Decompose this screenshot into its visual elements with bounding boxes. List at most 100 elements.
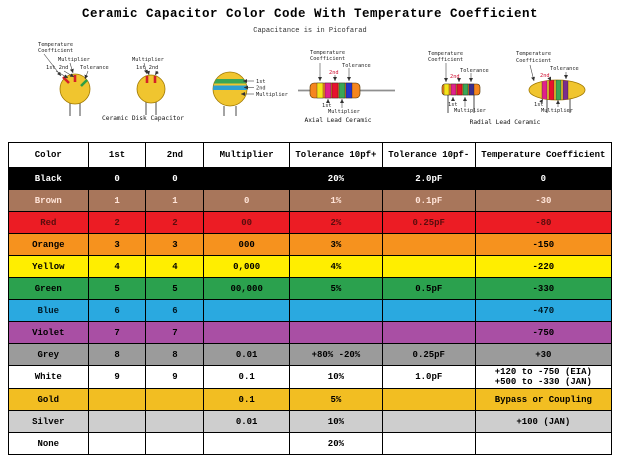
temp-coeff-label: Temperature [310, 50, 345, 56]
leader-line [55, 70, 69, 79]
tolerance-band [80, 79, 88, 87]
tolerance-label: Tolerance [460, 68, 489, 74]
second-digit-band [331, 82, 339, 99]
cell-tolerance-over-10pf: 10% [288, 410, 383, 433]
table-row-red: Red 2 2 00 2% 0.25pF -80 [8, 211, 613, 234]
table-header-row: Color 1st 2nd Multiplier Tolerance 10pf+… [8, 142, 613, 168]
temp-coeff-label: Temperature [516, 51, 551, 57]
first-digit-band [450, 83, 457, 96]
disk-caption: Ceramic Disk Capacitor [102, 115, 184, 122]
cell-multiplier: 0.1 [203, 365, 290, 389]
first-label: 1st [256, 79, 266, 85]
tolerance-label: Tolerance [80, 65, 109, 71]
cell-multiplier: 0 [203, 189, 290, 212]
cell-second-digit: 8 [145, 343, 205, 366]
multiplier-label: Multiplier [454, 108, 486, 114]
cell-first-digit: 2 [87, 211, 147, 234]
leader-line [154, 70, 159, 76]
col-header-multiplier: Multiplier [203, 142, 290, 168]
col-header-temperature-coefficient: Temperature Coefficient [474, 142, 613, 168]
digits-label: 1st 2nd [136, 65, 158, 71]
second-digit-band [213, 85, 247, 90]
table-row-yellow: Yellow 4 4 0,000 4% -220 [8, 255, 613, 278]
cell-color: Red [8, 211, 89, 234]
cell-tolerance-over-10pf: 1% [288, 189, 383, 212]
cell-color: Black [8, 167, 89, 190]
temp-coeff-band [316, 82, 324, 99]
table-row-orange: Orange 3 3 000 3% -150 [8, 233, 613, 256]
cell-multiplier: 00,000 [203, 277, 290, 300]
cell-second-digit: 7 [145, 321, 205, 344]
leader-line [69, 62, 74, 74]
cell-first-digit: 4 [87, 255, 147, 278]
cell-tolerance-over-10pf: +80% -20% [288, 343, 383, 366]
col-header-tolerance-under-10pf: Tolerance 10pf- [381, 142, 476, 168]
leader-line [63, 70, 75, 78]
cell-color: Brown [8, 189, 89, 212]
tolerance-label: Tolerance [550, 66, 579, 72]
leader-line [529, 64, 535, 82]
multiplier-label: Multiplier [58, 57, 90, 63]
cell-tolerance-under-10pf: 0.25pF [381, 343, 476, 366]
cell-tolerance-over-10pf: 10% [288, 365, 383, 389]
cell-multiplier: 0.01 [203, 343, 290, 366]
leader-line [547, 76, 552, 82]
cell-tolerance-under-10pf [381, 233, 476, 256]
page-title: Ceramic Capacitor Color Code With Temper… [81, 7, 539, 21]
cell-temperature-coefficient [474, 432, 613, 455]
second-digit-band [456, 83, 463, 96]
cell-second-digit: 9 [145, 365, 205, 389]
cell-tolerance-under-10pf: 0.1pF [381, 189, 476, 212]
cell-second-digit [145, 432, 205, 455]
cell-first-digit: 0 [87, 167, 147, 190]
leader-line [539, 98, 544, 104]
multiplier-label: Multiplier [541, 108, 573, 114]
temp-coeff-label: Temperature [38, 42, 73, 48]
diagram-ceramic-disk-striped: 1st 2nd Multiplier [212, 71, 288, 116]
cell-color: Silver [8, 410, 89, 433]
cell-temperature-coefficient: Bypass or Coupling [474, 388, 613, 411]
temp-coeff-label: Coefficient [428, 57, 463, 63]
second-label: 2nd [256, 86, 266, 92]
multiplier-band [338, 82, 346, 99]
cell-temperature-coefficient: -470 [474, 299, 613, 322]
cell-first-digit [87, 410, 147, 433]
cell-second-digit: 1 [145, 189, 205, 212]
cell-second-digit [145, 388, 205, 411]
cell-tolerance-over-10pf: 4% [288, 255, 383, 278]
cell-color: Violet [8, 321, 89, 344]
multiplier-label: Multiplier [132, 57, 164, 63]
cell-temperature-coefficient: -80 [474, 211, 613, 234]
temp-coeff-label: Coefficient [38, 48, 73, 54]
table-row-grey: Grey 8 8 0.01 +80% -20% 0.25pF +30 [8, 343, 613, 366]
cell-tolerance-under-10pf [381, 321, 476, 344]
cell-temperature-coefficient: -150 [474, 233, 613, 256]
first-label: 1st [534, 102, 544, 108]
tolerance-band [468, 83, 475, 96]
cell-multiplier [203, 299, 290, 322]
cell-temperature-coefficient: -750 [474, 321, 613, 344]
cell-first-digit: 9 [87, 365, 147, 389]
cell-tolerance-under-10pf: 0.5pF [381, 277, 476, 300]
cell-tolerance-under-10pf [381, 388, 476, 411]
cell-color: Grey [8, 343, 89, 366]
temp-coeff-band [62, 76, 70, 84]
cell-tolerance-over-10pf [288, 299, 383, 322]
second-label: 2nd [450, 74, 460, 80]
cell-tolerance-under-10pf [381, 255, 476, 278]
cell-color: Green [8, 277, 89, 300]
cell-multiplier: 0,000 [203, 255, 290, 278]
cell-tolerance-over-10pf [288, 321, 383, 344]
cell-color: Blue [8, 299, 89, 322]
col-header-color: Color [8, 142, 89, 168]
diagram-ceramic-disk-2: Multiplier 1st 2nd [132, 57, 166, 115]
cell-temperature-coefficient: -30 [474, 189, 613, 212]
cell-first-digit: 5 [87, 277, 147, 300]
cell-temperature-coefficient: +120 to -750 (EIA) +500 to -330 (JAN) [474, 365, 613, 389]
multiplier-label: Multiplier [328, 109, 360, 115]
cell-temperature-coefficient: 0 [474, 167, 613, 190]
axial-caption: Axial Lead Ceramic [304, 117, 371, 124]
table-row-violet: Violet 7 7 -750 [8, 321, 613, 344]
cell-first-digit: 8 [87, 343, 147, 366]
